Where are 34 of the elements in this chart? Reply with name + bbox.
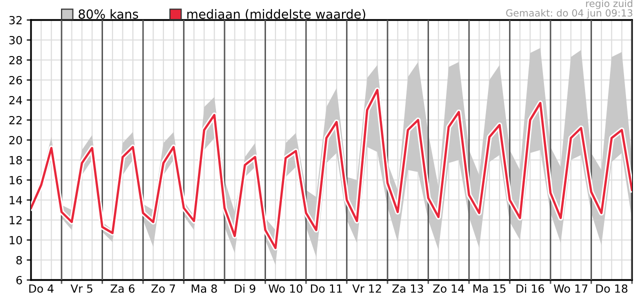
text: 80% kans <box>78 9 138 19</box>
x-tick-label: Ma 8 <box>192 284 217 293</box>
y-tick-label: 20 <box>9 136 22 144</box>
x-tick-label: Za 13 <box>392 284 424 293</box>
x-tick-label: Wo 10 <box>268 284 302 293</box>
y-tick-label: 32 <box>9 16 22 24</box>
y-tick-label: 24 <box>9 96 22 104</box>
x-tick-label: Vr 12 <box>352 284 381 293</box>
x-tick-label: Do 4 <box>29 284 54 293</box>
legend-label: mediaan (middelste waarde) <box>187 9 366 20</box>
x-tick-label: Ma 15 <box>473 284 506 293</box>
y-tick-label: 14 <box>10 196 22 204</box>
x-tick-label: Do 11 <box>310 284 342 293</box>
x-tick-label: Di 16 <box>516 284 544 293</box>
x-tick-label: Wo 17 <box>554 284 588 293</box>
y-tick-label: 18 <box>10 156 22 164</box>
y-tick-label: 12 <box>10 216 22 224</box>
y-tick-label: 8 <box>16 256 22 264</box>
x-tick-label: Do 18 <box>596 284 628 293</box>
x-tick-label: Di 9 <box>234 284 256 293</box>
text: Gemaakt: do 04 jun 09:13 <box>506 9 632 18</box>
y-tick-label: 22 <box>9 116 22 124</box>
line-series <box>31 88 632 250</box>
y-tick-label: 30 <box>9 36 22 44</box>
x-tick-label: Zo 14 <box>433 284 464 293</box>
x-tick-label: Vr 5 <box>70 284 92 293</box>
y-tick-label: 10 <box>10 236 22 244</box>
y-tick-label: 6 <box>16 276 22 284</box>
x-tick-label: Zo 7 <box>151 284 175 293</box>
text: regio zuid <box>586 0 632 9</box>
y-tick-label: 16 <box>10 176 22 184</box>
y-tick-label: 26 <box>9 76 22 84</box>
x-tick-label: Za 6 <box>110 284 134 293</box>
y-tick-label: 28 <box>9 56 22 64</box>
